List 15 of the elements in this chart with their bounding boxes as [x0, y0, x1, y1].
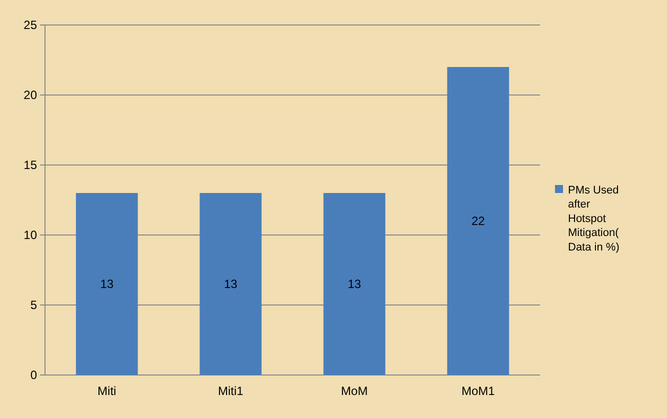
y-tick-label: 20: [24, 88, 38, 102]
legend-label: PMs Used after Hotspot Mitigation( Data in %): [568, 184, 620, 254]
y-tick-label: 25: [24, 18, 38, 32]
data-label: 13: [348, 277, 362, 292]
data-label: 13: [224, 277, 238, 292]
y-tick-label: 10: [24, 228, 38, 242]
x-tick-label: MoM1: [461, 384, 496, 398]
x-tick-label: Miti1: [218, 384, 244, 398]
data-label: 22: [471, 214, 486, 228]
x-tick-label: Miti: [98, 384, 116, 398]
data-label: 13: [100, 277, 114, 292]
y-tick-label: 0: [30, 368, 38, 382]
y-tick-label: 15: [24, 158, 38, 172]
y-tick-label: 5: [30, 298, 38, 312]
x-tick-label: MoM: [341, 384, 368, 398]
